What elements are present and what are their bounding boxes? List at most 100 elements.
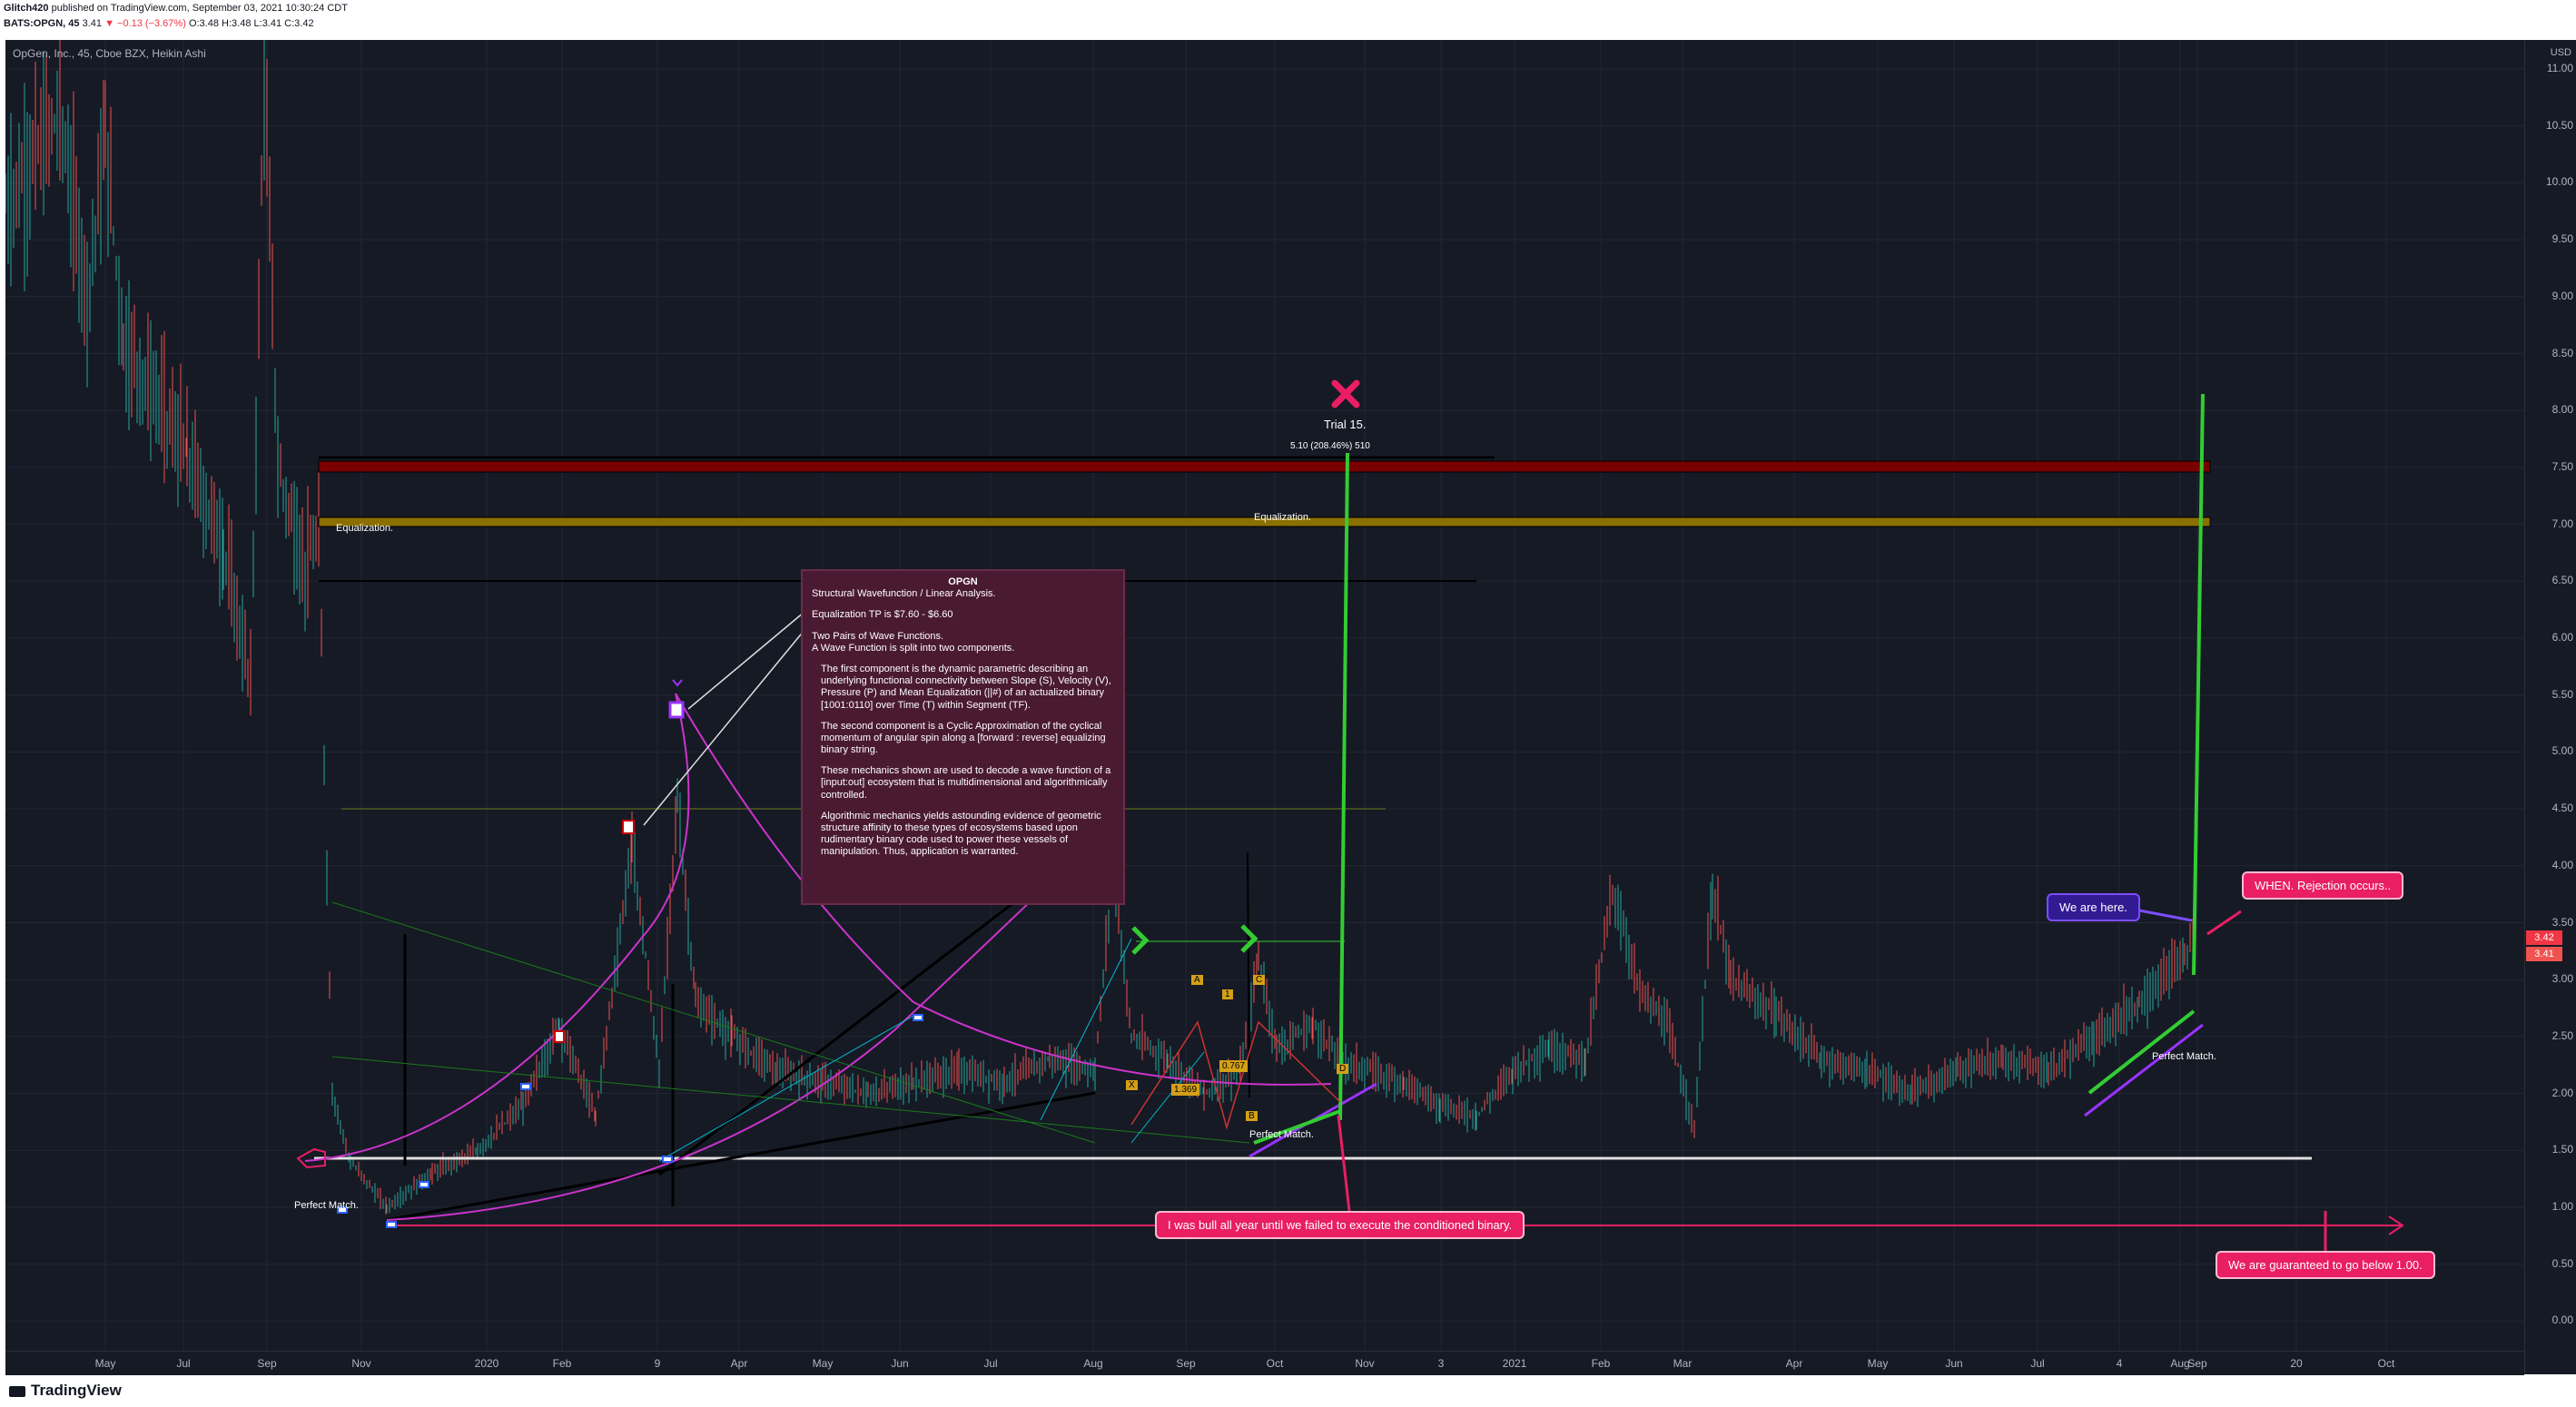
purple-trend-2 <box>2084 1023 2204 1117</box>
chart-pane[interactable]: OpGen, Inc., 45, Cboe BZX, Heikin Ashi E… <box>5 40 2524 1374</box>
down-arrow-icon: ▼ <box>104 18 114 29</box>
cyan-line-2 <box>1040 938 1132 1121</box>
blue-marker-5 <box>913 1014 923 1021</box>
time-axis-label: Jun <box>891 1357 909 1370</box>
price-axis-label: 6.50 <box>2551 574 2573 587</box>
time-axis-label: May <box>94 1357 116 1370</box>
hand-pointer-icon <box>296 1147 326 1169</box>
target-arrowhead <box>2388 1215 2404 1235</box>
time-axis-label: Nov <box>1355 1357 1375 1370</box>
perfect-match-2: Perfect Match. <box>1249 1129 1314 1140</box>
callout-here[interactable]: We are here. <box>2047 893 2140 921</box>
equalization-label-left: Equalization. <box>336 523 393 534</box>
chart-canvas[interactable] <box>5 40 2524 1374</box>
time-axis-label: Aug <box>2170 1357 2190 1370</box>
perfect-match-3: Perfect Match. <box>2152 1051 2216 1062</box>
blue-marker-6 <box>520 1083 531 1090</box>
trial-label: Trial 15. <box>1324 418 1367 431</box>
symbol-info: BATS:OPGN, 45 3.41 ▼ −0.13 (−3.67%) O:3.… <box>4 18 314 29</box>
time-axis-label: May <box>812 1357 834 1370</box>
time-axis-label: Feb <box>552 1357 572 1370</box>
time-axis-label: 20 <box>2290 1357 2303 1370</box>
price-change: −0.13 (−3.67%) <box>117 18 186 29</box>
time-axis[interactable]: May Jul Sep Nov 2020 Feb 9 Apr May Jun Jul Aug Sep Oc… <box>5 1351 2524 1375</box>
price-axis-label: 3.50 <box>2551 915 2573 929</box>
price-tag-last: 3.42 <box>2526 930 2562 945</box>
perfect-match-1: Perfect Match. <box>294 1200 359 1211</box>
green-pump-1 <box>1338 452 1349 1121</box>
price-axis-label: 3.00 <box>2551 972 2573 986</box>
marker-square-1 <box>622 820 635 834</box>
cyan-line-3 <box>658 1015 914 1162</box>
chart-legend[interactable]: OpGen, Inc., 45, Cboe BZX, Heikin Ashi <box>13 47 206 60</box>
time-axis-label: 2021 <box>1502 1357 1527 1370</box>
tradingview-logo[interactable]: TradingView <box>9 1382 122 1400</box>
time-axis-label: 3 <box>1437 1357 1445 1370</box>
resistance-band <box>318 460 2211 473</box>
time-axis-label: Jul <box>2030 1357 2045 1370</box>
note-p5: Algorithmic mechanics yields astounding … <box>821 810 1101 858</box>
callout-below[interactable]: We are guaranteed to go below 1.00. <box>2216 1251 2435 1279</box>
time-axis-label: Sep <box>1176 1357 1196 1370</box>
analysis-note[interactable]: OPGN Structural Wavefunction / Linear An… <box>801 569 1125 905</box>
ohlc-open: O:3.48 <box>188 18 219 29</box>
time-axis-label: Jun <box>1945 1357 1963 1370</box>
price-axis-label: 5.00 <box>2551 744 2573 758</box>
note-p2: The first component is the dynamic param… <box>821 663 1111 711</box>
blue-marker-4 <box>662 1156 673 1163</box>
point-b: B <box>1246 1111 1258 1121</box>
green-pump-2 <box>2192 393 2205 976</box>
note-p3: The second component is a Cyclic Approxi… <box>821 720 1106 756</box>
callout-rejection[interactable]: WHEN. Rejection occurs.. <box>2242 871 2404 900</box>
point-x: X <box>1126 1080 1138 1090</box>
note-p1: Two Pairs of Wave Functions. A Wave Func… <box>812 630 1015 654</box>
price-axis-label: 7.00 <box>2551 517 2573 530</box>
publish-info: Glitch420 published on TradingView.com, … <box>4 3 348 14</box>
note-pointer-2 <box>643 629 805 826</box>
time-axis-label: Nov <box>351 1357 371 1370</box>
price-tag-close: 3.41 <box>2526 947 2562 961</box>
currency-label: USD <box>2550 47 2571 58</box>
price-axis-label: 2.50 <box>2551 1028 2573 1042</box>
price-axis-label: 10.50 <box>2545 118 2573 132</box>
author-name[interactable]: Glitch420 <box>4 3 49 14</box>
time-axis-label: Oct <box>2377 1357 2395 1370</box>
ohlc-high: H:3.48 <box>222 18 252 29</box>
last-price: 3.41 <box>82 18 103 29</box>
price-axis[interactable]: USD 11.00 10.50 10.00 9.50 9.00 8.50 8.00 7.50 7… <box>2524 40 2576 1374</box>
trend-black-4 <box>658 873 1051 1176</box>
price-axis-label: 4.50 <box>2551 802 2573 815</box>
ohlc-close: C:3.42 <box>284 18 314 29</box>
price-axis-label: 9.50 <box>2551 232 2573 246</box>
price-axis-label: 8.50 <box>2551 346 2573 359</box>
trend-black-5 <box>1247 851 1250 1098</box>
price-axis-label: 1.50 <box>2551 1143 2573 1156</box>
callout-bull[interactable]: I was bull all year until we failed to e… <box>1155 1211 1525 1239</box>
price-axis-label: 11.00 <box>2546 62 2573 74</box>
symbol-name[interactable]: BATS:OPGN, 45 <box>4 18 80 29</box>
time-axis-label: Apr <box>730 1357 748 1370</box>
pointer-bull <box>1337 1115 1351 1212</box>
time-axis-label: Sep <box>257 1357 277 1370</box>
point-d: D <box>1337 1064 1349 1074</box>
note-pointer-1 <box>687 611 805 710</box>
time-axis-label: Apr <box>1785 1357 1803 1370</box>
point-1: 1 <box>1222 989 1233 999</box>
green-fan-1 <box>331 901 1096 1144</box>
price-axis-label: 10.00 <box>2545 175 2573 189</box>
note-p4: These mechanics shown are used to decode… <box>821 765 1111 801</box>
publish-text: published on TradingView.com, September … <box>51 3 348 14</box>
chevron-down-icon <box>672 679 683 687</box>
price-axis-label: 0.50 <box>2551 1256 2573 1270</box>
time-axis-label: Aug <box>1083 1357 1103 1370</box>
note-title: OPGN <box>948 576 978 587</box>
price-axis-label: 1.00 <box>2551 1200 2573 1213</box>
grid-lines <box>5 40 2524 1351</box>
price-axis-label: 9.00 <box>2551 289 2573 302</box>
time-axis-label: Jul <box>983 1357 998 1370</box>
marker-square-2 <box>668 701 685 719</box>
note-tp: Equalization TP is $7.60 - $6.60 <box>812 609 953 621</box>
green-trend-end <box>2087 1009 2196 1095</box>
marker-square-4 <box>554 1030 565 1043</box>
fib-label-1: 1.369 <box>1171 1084 1200 1096</box>
